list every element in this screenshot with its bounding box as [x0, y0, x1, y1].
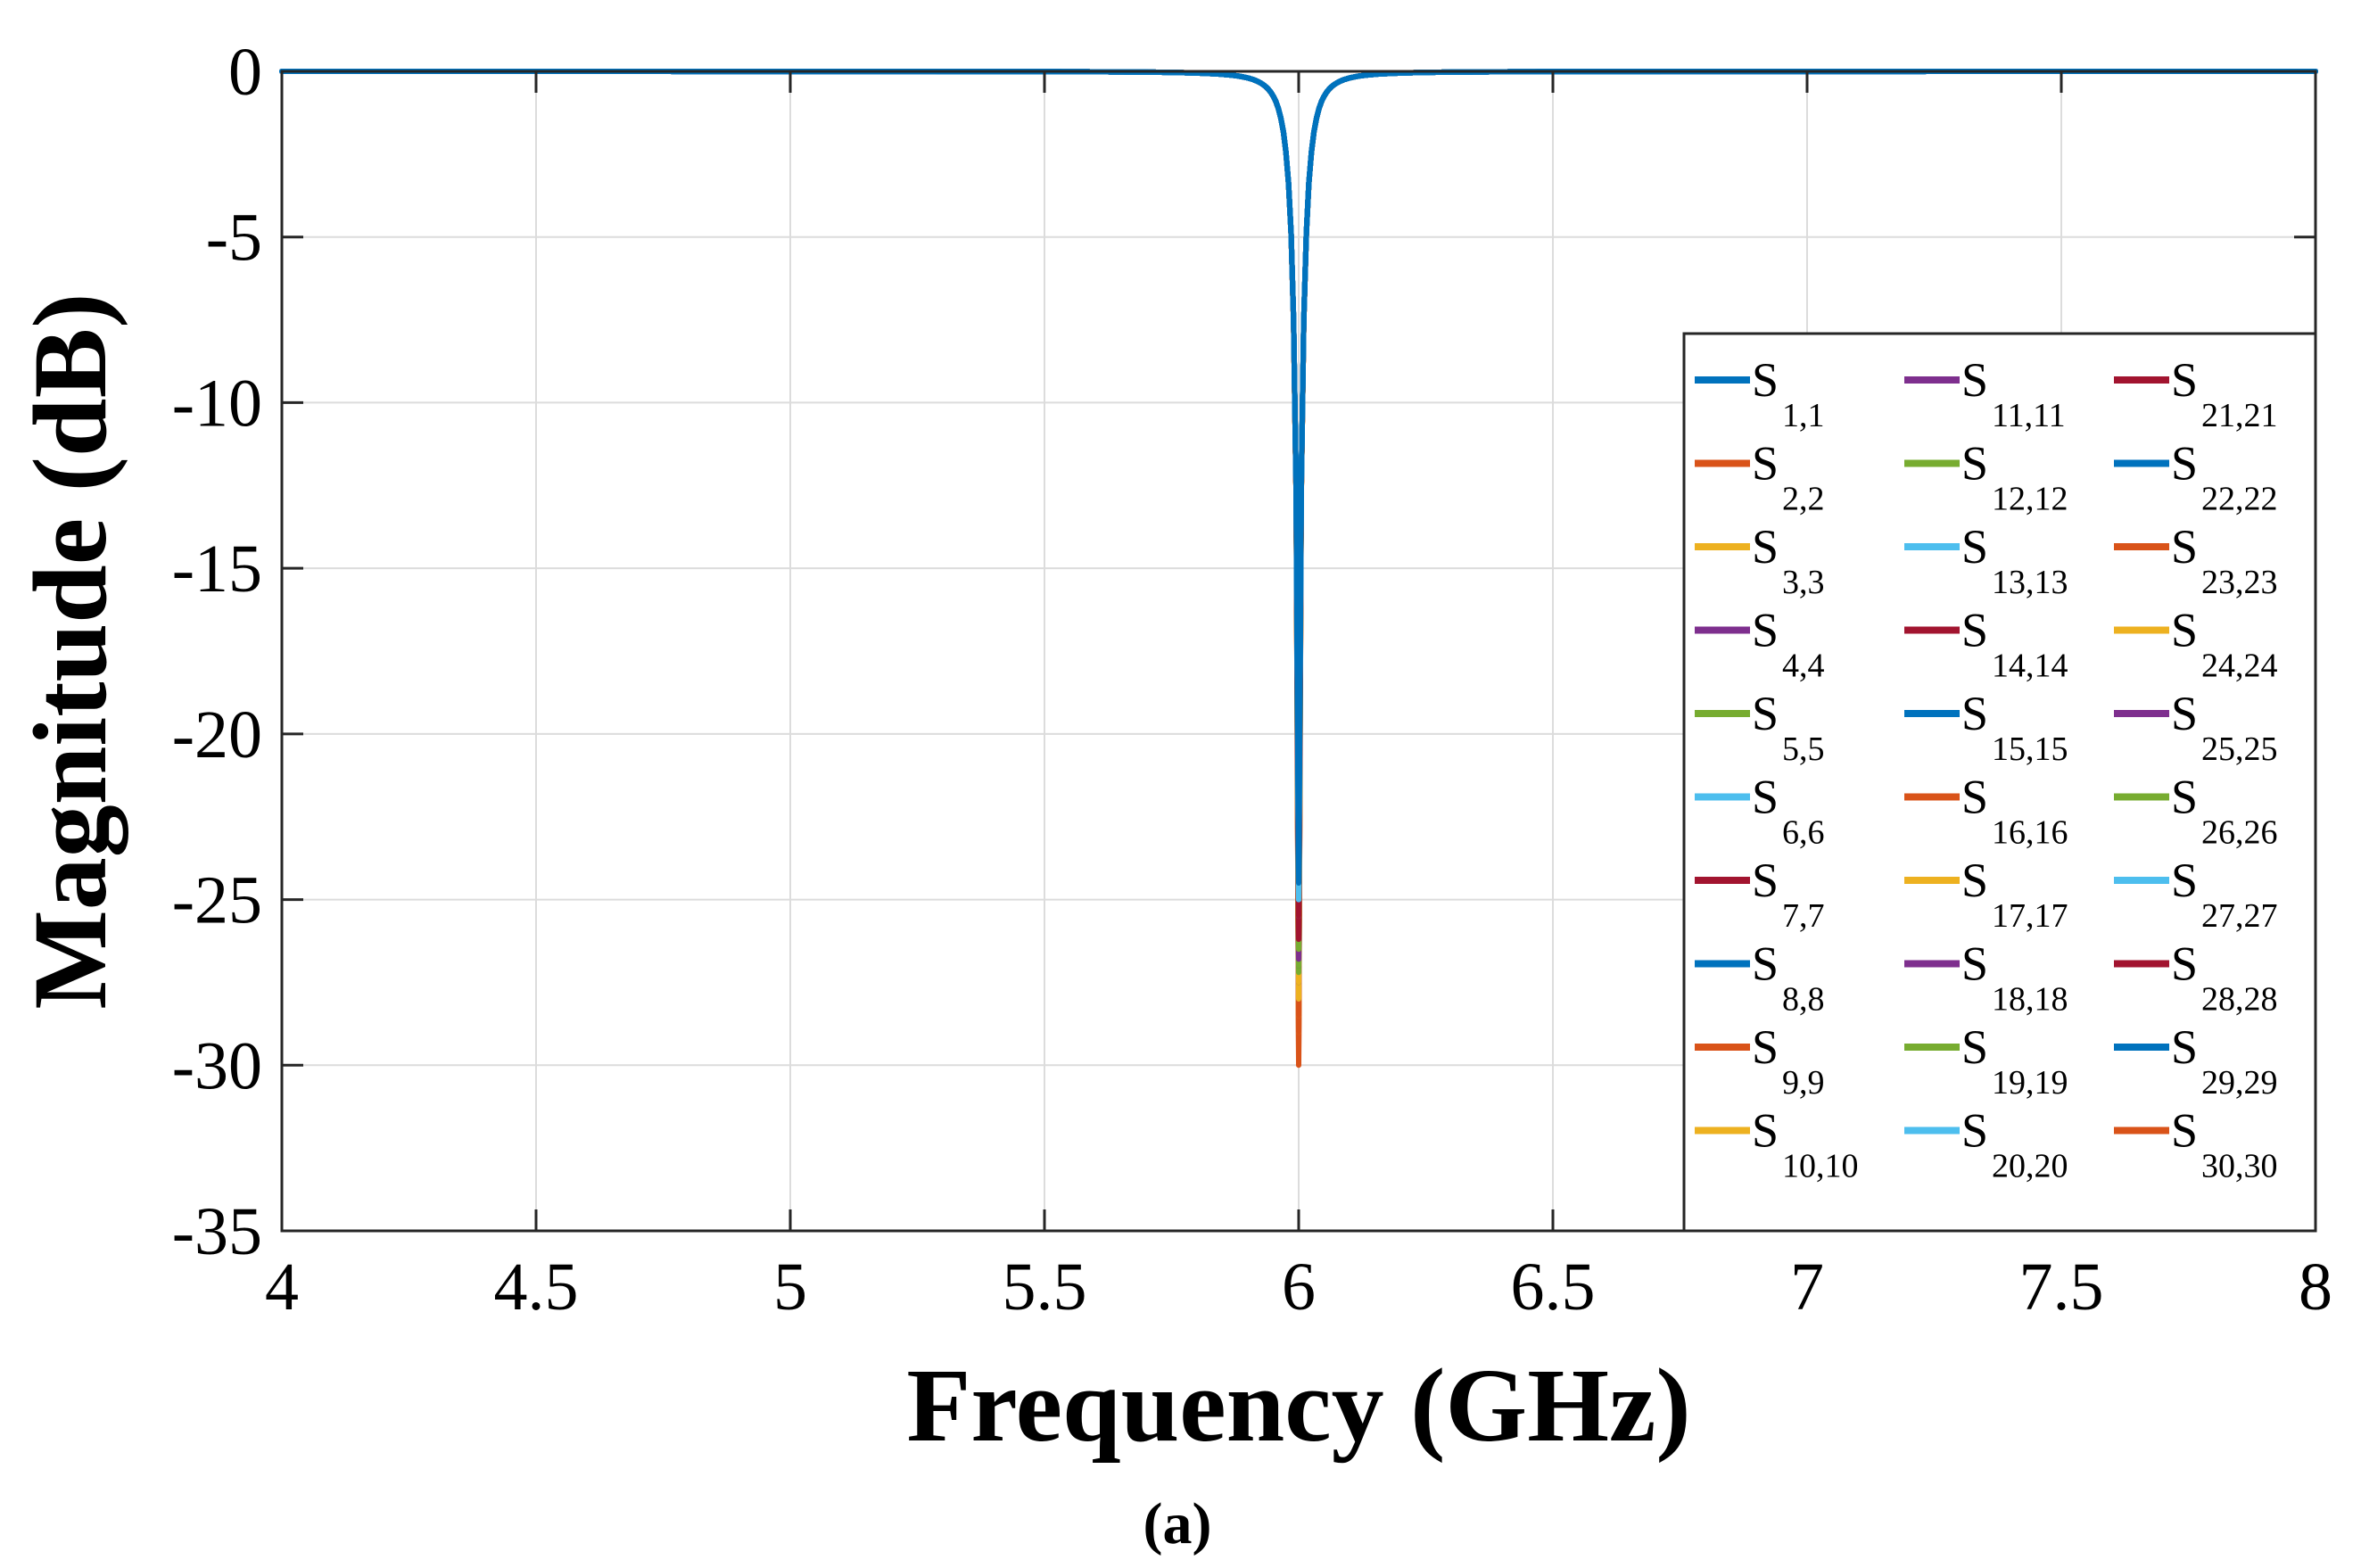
legend-entry-subscript: 25,25 [2201, 730, 2278, 768]
legend-entry-label: S [1961, 437, 1988, 491]
legend-entry-subscript: 10,10 [1782, 1148, 1859, 1185]
legend-entry-label: S [1752, 520, 1779, 574]
y-tick-label: -15 [172, 532, 262, 607]
legend-entry-subscript: 23,23 [2201, 564, 2278, 601]
legend-entry-label: S [1961, 604, 1988, 657]
legend-entry-subscript: 3,3 [1782, 564, 1825, 601]
legend-entry-subscript: 21,21 [2201, 397, 2278, 434]
legend-entry-label: S [2171, 1020, 2198, 1074]
legend-entry-label: S [1752, 604, 1779, 657]
legend-entry-subscript: 16,16 [1992, 814, 2068, 852]
legend-entry-label: S [1752, 353, 1779, 407]
legend-entry-label: S [1752, 1020, 1779, 1074]
legend-entry-subscript: 11,11 [1992, 397, 2066, 434]
legend-entry-label: S [1752, 437, 1779, 491]
x-tick-label: 5 [773, 1250, 807, 1325]
legend-entry-subscript: 20,20 [1992, 1148, 2068, 1185]
legend-entry-subscript: 29,29 [2201, 1064, 2278, 1102]
y-tick-label: 0 [228, 35, 262, 110]
y-tick-label: -10 [172, 366, 262, 441]
x-tick-label: 7.5 [2019, 1250, 2104, 1325]
legend-entry-label: S [1752, 687, 1779, 740]
legend-entry-label: S [1961, 1020, 1988, 1074]
legend-entry-subscript: 1,1 [1782, 397, 1825, 434]
x-tick-label: 4 [265, 1250, 299, 1325]
legend-entry-label: S [1752, 771, 1779, 824]
legend-entry-subscript: 8,8 [1782, 981, 1825, 1019]
x-tick-label: 7 [1790, 1250, 1824, 1325]
legend-entry-label: S [2171, 520, 2198, 574]
legend-entry-subscript: 24,24 [2201, 648, 2278, 685]
legend-entry-label: S [1961, 353, 1988, 407]
legend-entry-label: S [2171, 854, 2198, 907]
legend-entry-label: S [1961, 771, 1988, 824]
x-tick-label: 6 [1282, 1250, 1316, 1325]
legend-entry-label: S [2171, 771, 2198, 824]
legend-entry-label: S [1961, 854, 1988, 907]
legend-entry-label: S [2171, 437, 2198, 491]
x-tick-label: 4.5 [494, 1250, 579, 1325]
legend-entry-label: S [2171, 937, 2198, 991]
legend-entry-subscript: 14,14 [1992, 648, 2068, 685]
legend-entry-subscript: 15,15 [1992, 730, 2068, 768]
legend-entry-subscript: 28,28 [2201, 981, 2278, 1019]
legend-entry-subscript: 17,17 [1992, 897, 2068, 935]
legend-entry-subscript: 26,26 [2201, 814, 2278, 852]
legend-entry-label: S [1961, 1104, 1988, 1158]
legend-entry-subscript: 5,5 [1782, 730, 1825, 768]
x-axis-title: Frequency (GHz) [906, 1347, 1690, 1464]
legend-entry-subscript: 4,4 [1782, 648, 1825, 685]
y-axis-title: Magnitude (dB) [12, 293, 128, 1009]
legend-entry-label: S [1752, 1104, 1779, 1158]
legend-entry-label: S [1961, 687, 1988, 740]
legend-entry-subscript: 13,13 [1992, 564, 2068, 601]
x-tick-label: 5.5 [1003, 1250, 1087, 1325]
legend-entry-subscript: 7,7 [1782, 897, 1825, 935]
legend-entry-label: S [1961, 937, 1988, 991]
y-tick-label: -25 [172, 863, 262, 938]
y-tick-label: -5 [206, 201, 262, 276]
legend-entry-label: S [2171, 604, 2198, 657]
y-tick-label: -30 [172, 1028, 262, 1103]
legend-entry-label: S [1752, 937, 1779, 991]
legend-entry-subscript: 2,2 [1782, 481, 1825, 518]
y-tick-label: -35 [172, 1194, 262, 1269]
axis-ticks: 4 4.5 5 5.5 6 6.5 7 7.5 8 0 -5 -10 -15 -20 -25 -30 -35 [172, 35, 2332, 1325]
legend-entry-label: S [2171, 687, 2198, 740]
legend: S1,1S2,2S3,3S4,4S5,5S6,6S7,7S8,8S9,9S10,… [1682, 332, 2317, 1233]
y-tick-label: -20 [172, 697, 262, 772]
x-tick-label: 6.5 [1511, 1250, 1596, 1325]
legend-entry-subscript: 22,22 [2201, 481, 2278, 518]
figure-caption: (a) [1143, 1491, 1212, 1556]
x-tick-label: 8 [2299, 1250, 2332, 1325]
legend-entry-subscript: 27,27 [2201, 897, 2278, 935]
legend-entry-label: S [2171, 1104, 2198, 1158]
legend-entry-subscript: 30,30 [2201, 1148, 2278, 1185]
legend-entry-label: S [1961, 520, 1988, 574]
legend-entry-label: S [1752, 854, 1779, 907]
legend-entry-label: S [2171, 353, 2198, 407]
legend-entry-subscript: 9,9 [1782, 1064, 1825, 1102]
legend-entry-subscript: 18,18 [1992, 981, 2068, 1019]
legend-entry-subscript: 19,19 [1992, 1064, 2068, 1102]
legend-entry-subscript: 6,6 [1782, 814, 1825, 852]
legend-box [1682, 332, 2317, 1233]
legend-entry-subscript: 12,12 [1992, 481, 2068, 518]
